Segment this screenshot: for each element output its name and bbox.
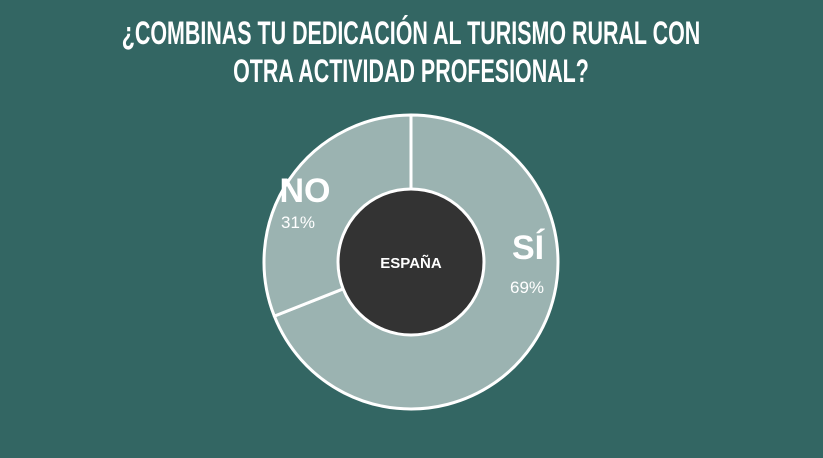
- value-label: 69%: [510, 278, 544, 297]
- chart-title: ¿COMBINAS TU DEDICACIÓN AL TURISMO RURAL…: [121, 15, 701, 89]
- value-label: 31%: [281, 213, 315, 232]
- center-label: ESPAÑA: [380, 254, 442, 272]
- category-label: SÍ: [512, 229, 546, 267]
- center-hole: [336, 187, 486, 337]
- category-label: NO: [280, 172, 331, 210]
